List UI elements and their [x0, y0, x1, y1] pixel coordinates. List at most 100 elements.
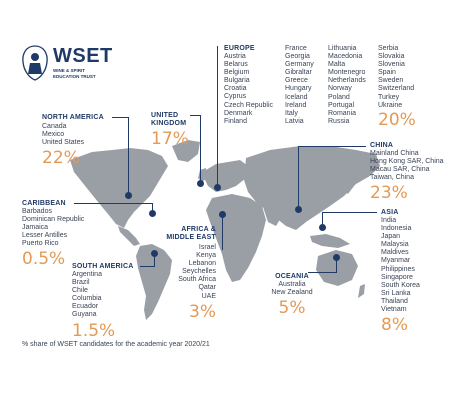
country: Portugal — [328, 101, 355, 109]
arabia-landmass — [262, 204, 282, 226]
country: Kenya — [196, 252, 216, 260]
region-title: KINGDOM — [151, 120, 187, 127]
country: Thailand — [381, 297, 408, 305]
country: Cyprus — [224, 93, 247, 101]
country: Japan — [381, 233, 401, 241]
leader-line — [322, 212, 377, 213]
country: Latvia — [285, 117, 304, 125]
new-zealand-landmass — [358, 284, 365, 298]
country: Norway — [328, 85, 352, 93]
country: Indonesia — [381, 225, 412, 233]
country: Russia — [328, 117, 350, 125]
country: Poland — [328, 93, 350, 101]
location-marker — [295, 206, 302, 213]
country: Puerto Rico — [22, 240, 59, 248]
country: Mexico — [42, 131, 65, 139]
logo: WSET WINE & SPIRIT EDUCATION TRUST — [20, 44, 112, 84]
central-america-landmass — [118, 226, 140, 246]
country: Lesser Antilles — [22, 232, 68, 240]
leader-line — [298, 146, 366, 147]
region-united-kingdom: UNITED KINGDOM 17% — [151, 112, 189, 148]
location-marker — [219, 211, 226, 218]
region-asia: ASIA India Indonesia Japan Malaysia Mald… — [381, 209, 420, 334]
region-north-america: NORTH AMERICA Canada Mexico United State… — [42, 114, 104, 167]
leader-line — [154, 253, 155, 267]
logo-emblem-icon — [22, 45, 48, 81]
country: Italy — [285, 109, 298, 117]
country: Argentina — [72, 271, 102, 278]
footnote: % share of WSET candidates for the acade… — [22, 341, 210, 348]
region-china: CHINA Mainland China Hong Kong SAR, Chin… — [370, 142, 444, 202]
country: Georgia — [285, 53, 310, 61]
europe-landmass — [204, 160, 248, 192]
country: Lebanon — [188, 260, 216, 268]
region-title: OCEANIA — [275, 273, 309, 280]
leader-line — [200, 115, 201, 181]
country: Denmark — [224, 109, 253, 117]
region-share: 23% — [370, 183, 408, 204]
leader-line — [217, 46, 218, 187]
location-marker — [151, 250, 158, 257]
country-list: Australia New Zealand — [262, 281, 322, 297]
country: Germany — [285, 61, 314, 69]
country: Montenegro — [328, 69, 366, 77]
region-share: 20% — [378, 109, 416, 130]
country-list: Argentina Brazil Chile Columbia Ecuador … — [72, 271, 133, 320]
country: Turkey — [378, 93, 400, 101]
country: Columbia — [72, 295, 102, 303]
region-share: 22% — [42, 148, 80, 169]
country: Chile — [72, 287, 88, 295]
leader-line — [112, 117, 128, 118]
region-title: CARIBBEAN — [22, 200, 66, 207]
islands-landmass — [310, 234, 350, 248]
country: New Zealand — [271, 289, 313, 297]
leader-line — [74, 203, 152, 204]
country: Hungary — [285, 85, 312, 93]
country-list: Barbados Dominican Republic Jamaica Less… — [22, 208, 84, 248]
country: Macedonia — [328, 53, 363, 61]
region-share: 3% — [189, 301, 216, 322]
region-caribbean: CARIBBEAN Barbados Dominican Republic Ja… — [22, 200, 84, 268]
north-america-landmass — [70, 148, 168, 228]
country: Belgium — [224, 69, 250, 77]
region-africa-middle-east: AFRICA & MIDDLE EAST Israel Kenya Lebano… — [166, 226, 216, 321]
country: Qatar — [198, 284, 216, 292]
region-title: SOUTH AMERICA — [72, 263, 134, 270]
logo-wordmark: WSET — [53, 45, 113, 67]
country: Canada — [42, 123, 67, 130]
country: Serbia — [378, 45, 399, 52]
south-america-landmass — [136, 244, 172, 320]
country-list: Israel Kenya Lebanon Seychelles South Af… — [166, 244, 216, 301]
country: Mainland China — [370, 150, 419, 157]
country: France — [285, 45, 307, 52]
region-europe: EUROPE Austria Belarus Belgium Bulgaria … — [224, 45, 273, 126]
country: Greece — [285, 77, 308, 85]
region-title: CHINA — [370, 142, 394, 149]
country-list: Mainland China Hong Kong SAR, China Maca… — [370, 150, 444, 182]
asia-landmass — [244, 146, 380, 230]
location-marker — [197, 180, 204, 187]
location-marker — [125, 192, 132, 199]
country: Croatia — [224, 85, 247, 93]
location-marker — [319, 224, 326, 231]
country: Sweden — [378, 77, 404, 85]
australia-landmass — [316, 250, 358, 286]
country: Netherlands — [328, 77, 366, 85]
country: Myanmar — [381, 257, 411, 265]
country: Slovenia — [378, 61, 405, 69]
japan-landmass — [344, 176, 354, 194]
country: Ecuador — [72, 303, 99, 311]
country: Barbados — [22, 208, 52, 215]
country: Spain — [378, 69, 396, 77]
region-oceania: OCEANIA Australia New Zealand 5% — [262, 273, 322, 317]
country: Israel — [198, 244, 216, 251]
country: Romania — [328, 109, 357, 117]
country: Belarus — [224, 61, 248, 69]
country: UAE — [201, 292, 216, 300]
country: Switzerland — [378, 85, 415, 93]
country: Australia — [278, 281, 306, 288]
country: Slovakia — [378, 53, 405, 61]
country: South Africa — [178, 276, 216, 284]
country-list: India Indonesia Japan Malaysia Maldives … — [381, 217, 420, 314]
country-list: Austria Belarus Belgium Bulgaria Croatia… — [224, 53, 273, 126]
